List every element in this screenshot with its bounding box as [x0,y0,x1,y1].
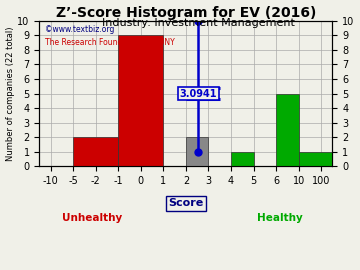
Text: 3.0941: 3.0941 [180,89,217,99]
Text: Score: Score [168,198,203,208]
Bar [231,152,253,166]
Text: Industry: Investment Management: Industry: Investment Management [102,18,294,28]
Y-axis label: Number of companies (22 total): Number of companies (22 total) [5,26,14,161]
Text: Unhealthy: Unhealthy [62,213,122,223]
Text: Healthy: Healthy [257,213,302,223]
Bar [118,35,163,166]
Bar [73,137,118,166]
Title: Z’-Score Histogram for EV (2016): Z’-Score Histogram for EV (2016) [56,6,316,19]
Bar [299,152,344,166]
Bar [186,137,208,166]
Bar [276,93,299,166]
Text: ©www.textbiz.org: ©www.textbiz.org [45,25,114,34]
Text: The Research Foundation of SUNY: The Research Foundation of SUNY [45,38,175,47]
